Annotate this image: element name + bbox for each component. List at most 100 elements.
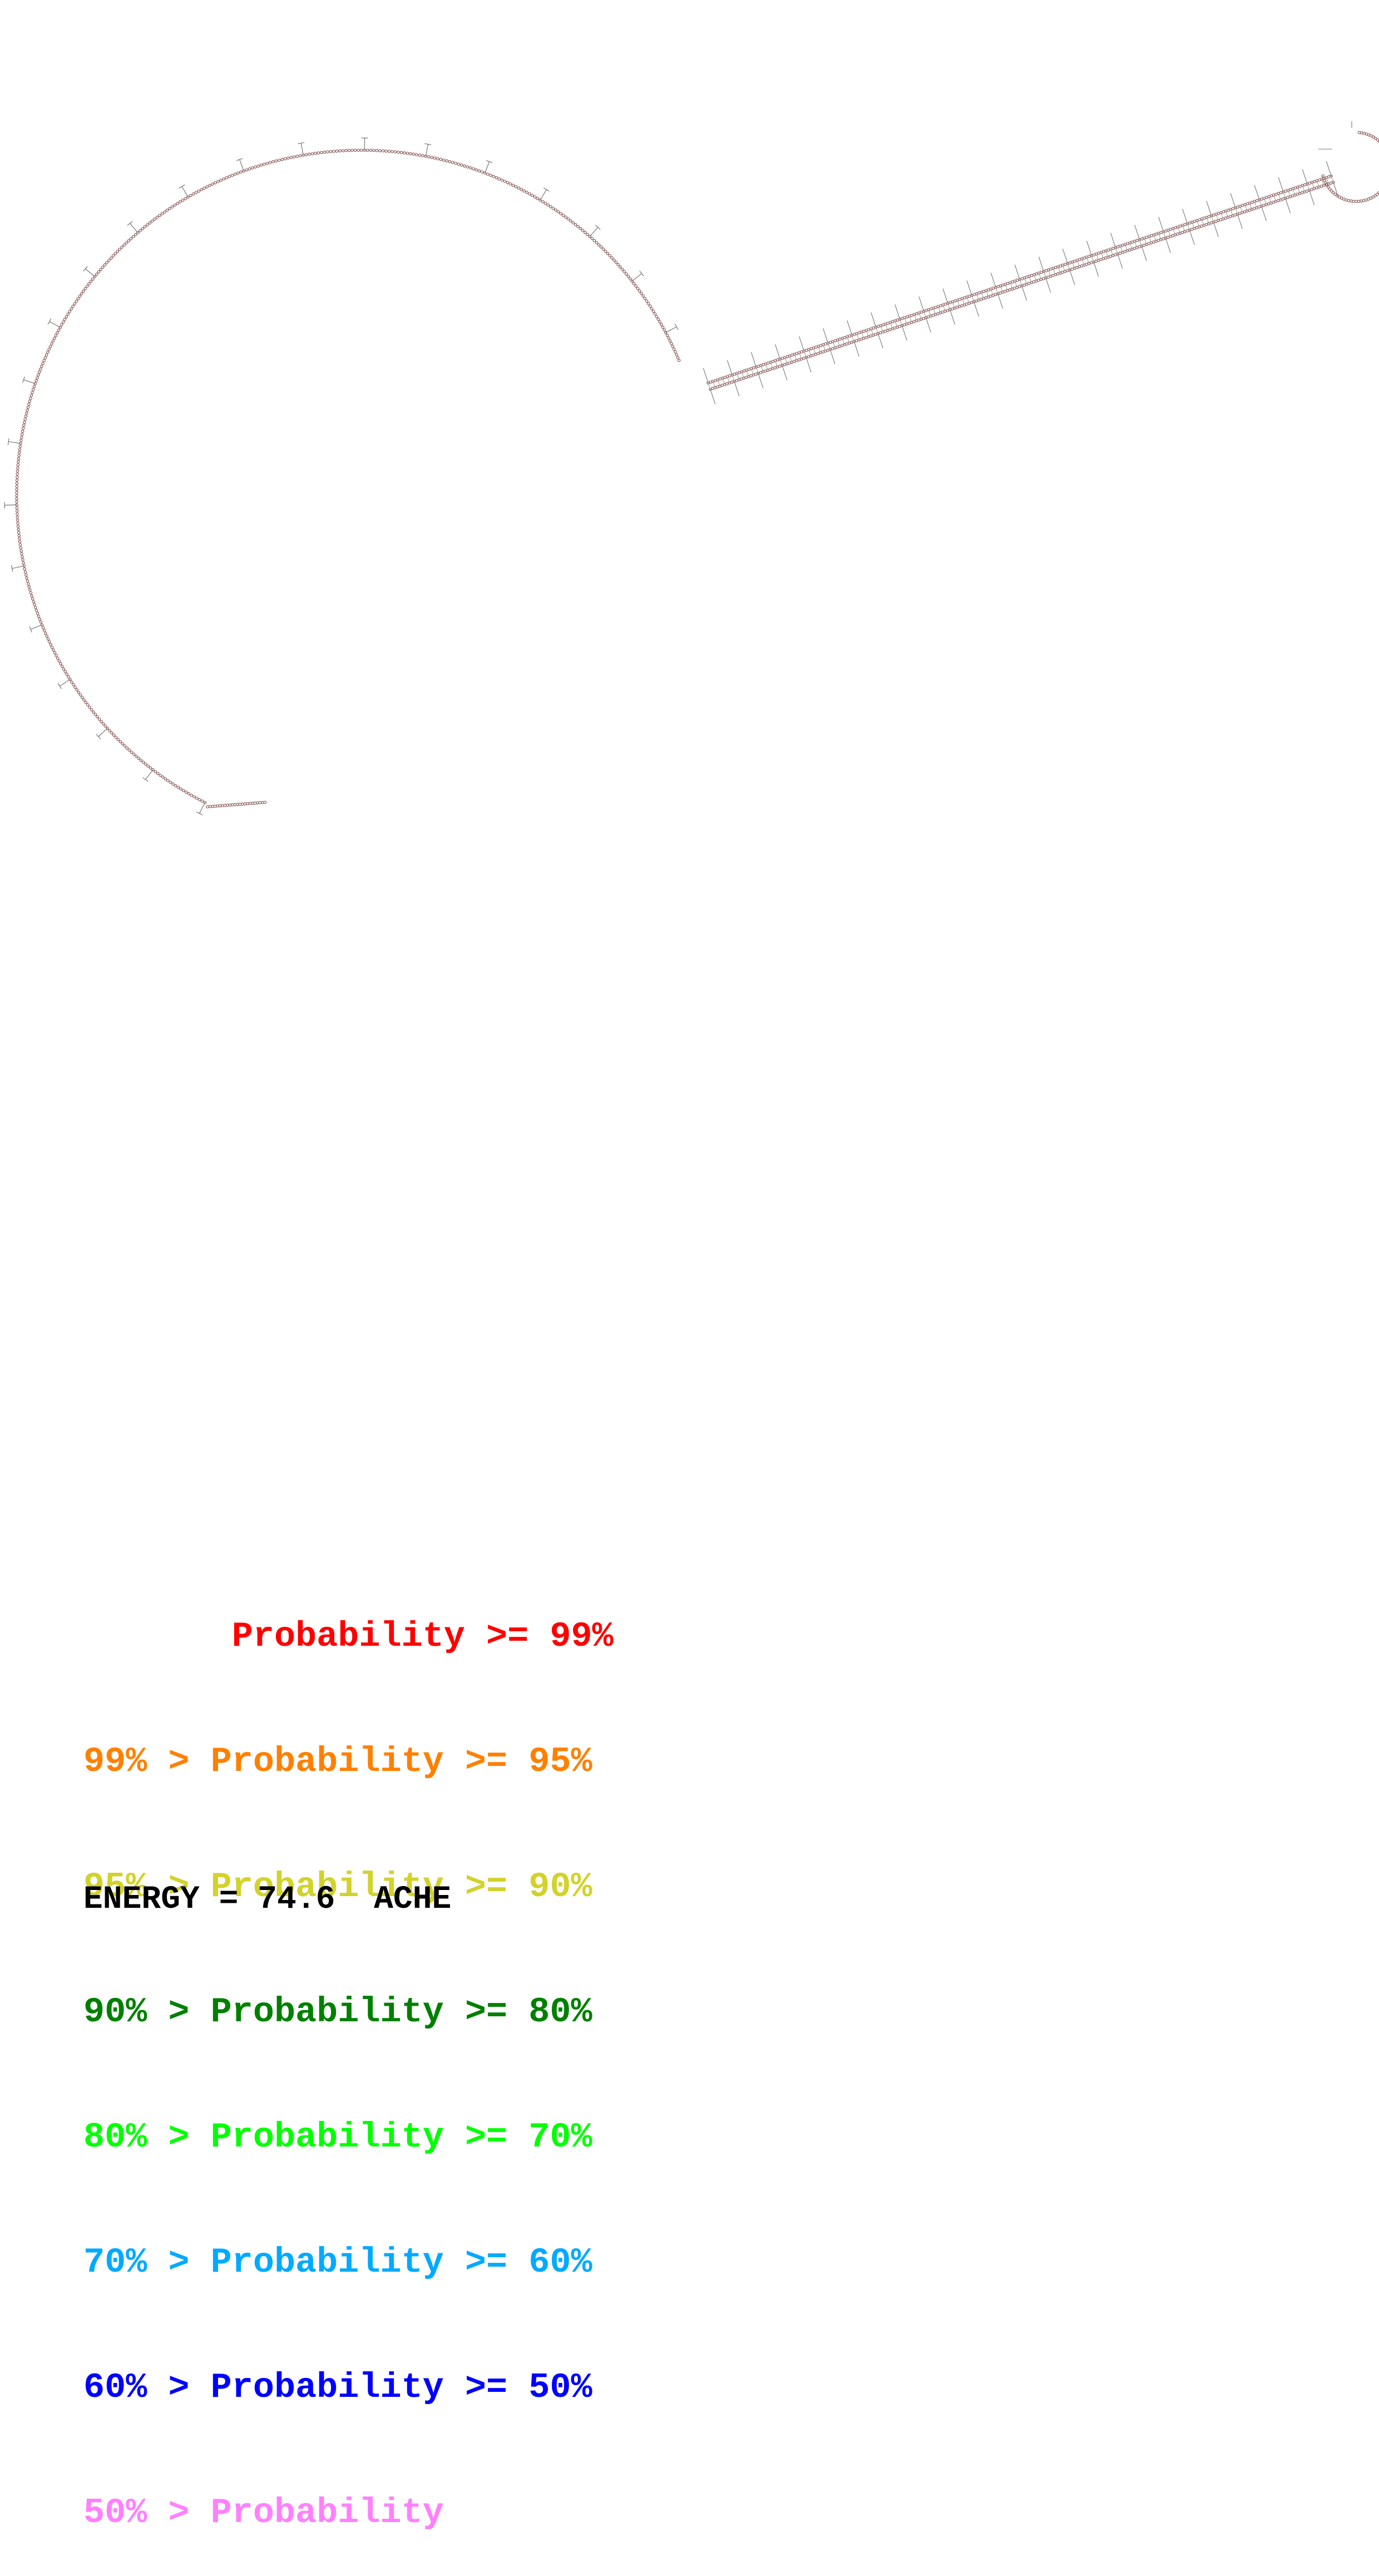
nucleotide — [42, 362, 44, 364]
nucleotide — [16, 470, 18, 472]
nucleotide — [357, 149, 359, 151]
nucleotide — [385, 150, 387, 152]
nucleotide — [37, 374, 39, 376]
nucleotide — [572, 221, 574, 224]
nucleotide — [157, 772, 159, 774]
nucleotide — [88, 706, 91, 708]
nucleotide — [19, 546, 22, 549]
nucleotide — [655, 315, 658, 318]
nucleotide — [503, 180, 506, 182]
position-tick — [240, 160, 244, 171]
nucleotide — [162, 776, 164, 778]
nucleotide — [360, 149, 363, 151]
nucleotide — [17, 463, 19, 466]
nucleotide — [379, 150, 381, 152]
nucleotide — [345, 149, 347, 151]
nucleotide — [17, 525, 19, 527]
position-tick — [871, 313, 876, 328]
nucleotide — [226, 804, 229, 806]
nucleotide — [68, 310, 71, 313]
nucleotide — [128, 749, 130, 751]
nucleotide — [466, 166, 468, 168]
position-tick — [1087, 241, 1092, 256]
nucleotide — [32, 388, 34, 391]
nucleotide — [48, 348, 50, 351]
position-tick — [710, 389, 715, 404]
nucleotide — [27, 406, 29, 408]
nucleotide — [391, 150, 393, 152]
nucleotide — [17, 531, 19, 534]
position-tick-cap — [143, 778, 149, 782]
nucleotide — [644, 297, 646, 299]
energy-label: ENERGY = 74.6 ACHE — [83, 1881, 451, 1919]
legend-entry-50-60: 60% > Probability >= 50% — [83, 2367, 614, 2409]
nucleotide — [206, 186, 208, 188]
nucleotide — [388, 150, 390, 152]
nucleotide — [66, 673, 68, 675]
nucleotide — [248, 167, 250, 170]
nucleotide — [23, 421, 26, 423]
nucleotide — [239, 803, 241, 805]
nucleotide — [536, 198, 538, 200]
nucleotide — [1322, 175, 1324, 177]
nucleotide — [116, 250, 118, 253]
nucleotide — [1037, 279, 1040, 282]
nucleotide — [506, 181, 508, 184]
nucleotide — [373, 149, 375, 151]
nucleotide — [154, 771, 156, 773]
nucleotide — [418, 154, 421, 156]
nucleotide — [663, 329, 665, 331]
position-tick — [823, 328, 828, 343]
nucleotide — [79, 694, 81, 696]
position-tick-cap — [675, 324, 678, 330]
nucleotide — [629, 278, 631, 280]
nucleotide — [1358, 131, 1360, 134]
nucleotide — [100, 268, 102, 270]
nucleotide — [121, 246, 123, 248]
position-tick — [98, 728, 107, 737]
nucleotide — [327, 151, 329, 153]
nucleotide — [647, 302, 649, 304]
nucleotide — [85, 701, 87, 703]
position-tick — [1022, 286, 1027, 301]
nucleotide — [16, 495, 18, 497]
nucleotide — [475, 169, 477, 171]
nucleotide — [575, 224, 577, 226]
nucleotide — [108, 729, 111, 732]
nucleotide — [26, 409, 28, 411]
position-tick-cap — [640, 271, 644, 276]
nucleotide — [244, 803, 246, 805]
nucleotide — [32, 600, 34, 603]
nucleotide — [190, 794, 192, 796]
nucleotide — [654, 313, 656, 315]
nucleotide — [24, 415, 27, 417]
nucleotide — [416, 154, 418, 156]
nucleotide — [38, 618, 41, 620]
nucleotide — [86, 285, 88, 287]
nucleotide — [47, 638, 49, 640]
nucleotide — [348, 149, 350, 151]
nucleotide — [584, 231, 586, 234]
nucleotide — [579, 228, 581, 230]
nucleotide — [70, 308, 72, 310]
nucleotide — [112, 734, 115, 736]
nucleotide — [73, 303, 76, 305]
position-tick — [1286, 198, 1291, 213]
nucleotide — [550, 205, 552, 208]
nucleotide — [544, 202, 546, 204]
nucleotide — [526, 191, 528, 194]
nucleotide — [97, 270, 100, 273]
nucleotide — [75, 300, 77, 302]
nucleotide — [126, 747, 128, 749]
nucleotide — [38, 371, 41, 373]
nucleotide — [180, 788, 182, 790]
nucleotide — [84, 288, 86, 290]
nucleotide — [72, 683, 75, 685]
nucleotide — [650, 308, 653, 310]
nucleotide — [649, 305, 651, 307]
legend-entry-80-90: 90% > Probability >= 80% — [83, 1992, 614, 2034]
nucleotide — [127, 240, 130, 242]
nucleotide — [159, 214, 161, 216]
nucleotide — [400, 151, 402, 154]
nucleotide — [570, 220, 572, 222]
